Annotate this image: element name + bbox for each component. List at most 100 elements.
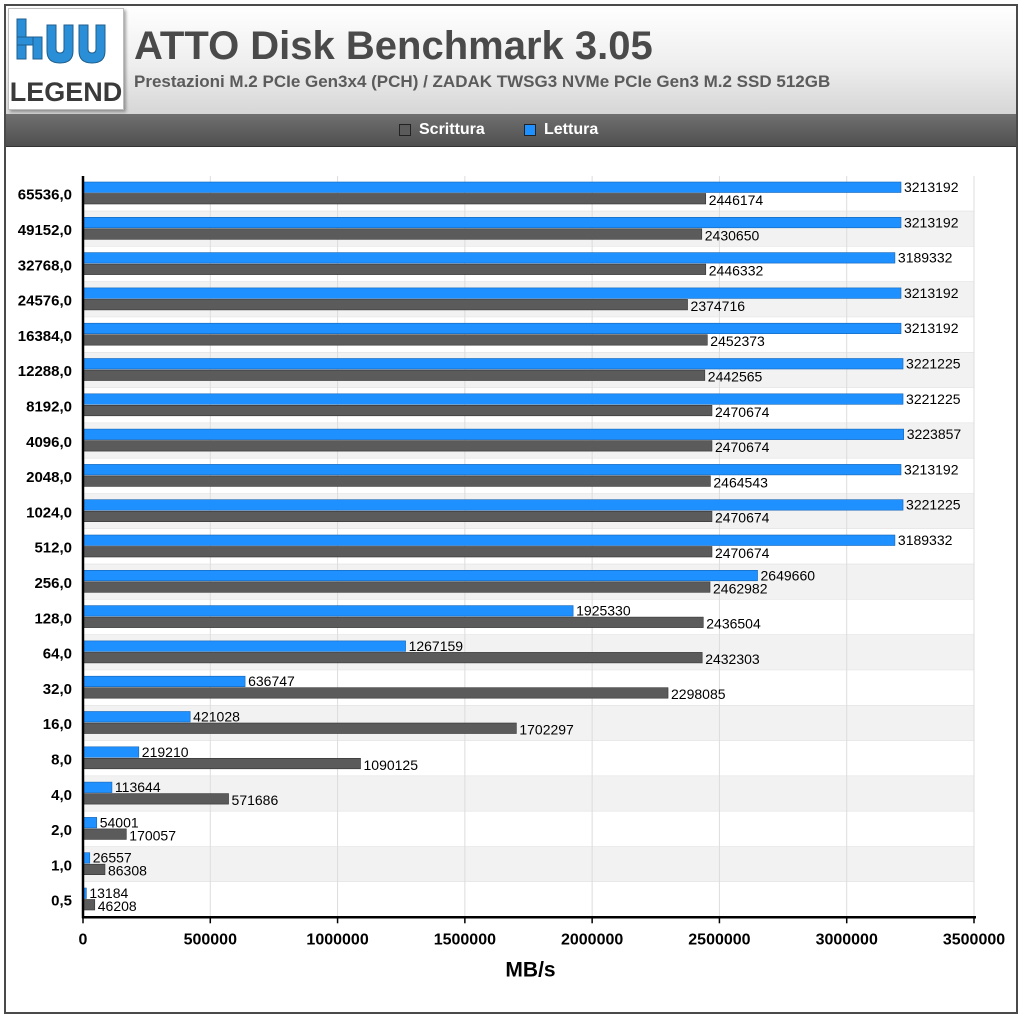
bar-lettura-49152-0 bbox=[82, 217, 902, 229]
value-label-lettura-16384-0: 3213192 bbox=[904, 320, 959, 336]
value-label-lettura-128-0: 1925330 bbox=[576, 603, 631, 619]
x-axis-title: MB/s bbox=[505, 958, 555, 981]
row-background bbox=[83, 846, 974, 882]
value-label-lettura-32-0: 636747 bbox=[248, 673, 295, 689]
value-label-lettura-256-0: 2649660 bbox=[761, 567, 816, 583]
value-label-scrittura-128-0: 2436504 bbox=[706, 616, 761, 632]
bar-scrittura-0-5 bbox=[82, 899, 96, 911]
category-label-12288-0: 12288,0 bbox=[18, 363, 72, 380]
bar-lettura-128-0 bbox=[82, 605, 574, 617]
category-label-128-0: 128,0 bbox=[34, 610, 72, 627]
value-label-lettura-4-0: 113644 bbox=[115, 779, 161, 795]
bar-scrittura-12288-0 bbox=[82, 369, 706, 381]
category-label-32-0: 32,0 bbox=[43, 681, 72, 698]
bar-lettura-16384-0 bbox=[82, 322, 902, 335]
category-label-256-0: 256,0 bbox=[34, 575, 72, 592]
bar-scrittura-4-0 bbox=[82, 793, 229, 805]
value-label-scrittura-12288-0: 2442565 bbox=[708, 369, 763, 385]
bar-lettura-32768-0 bbox=[82, 252, 896, 264]
value-label-lettura-64-0: 1267159 bbox=[409, 638, 464, 654]
value-label-scrittura-24576-0: 2374716 bbox=[691, 298, 746, 314]
bar-lettura-256-0 bbox=[82, 569, 758, 582]
hu-legend-logo-icon: LEGEND bbox=[10, 10, 123, 108]
category-label-8-0: 8,0 bbox=[51, 751, 72, 768]
legend-swatch-lettura bbox=[524, 124, 536, 136]
bar-scrittura-8192-0 bbox=[82, 404, 713, 417]
bar-scrittura-4096-0 bbox=[82, 440, 713, 452]
x-tick-label-2500000: 2500000 bbox=[688, 931, 750, 948]
site-logo: LEGEND bbox=[8, 8, 124, 110]
bar-scrittura-128-0 bbox=[82, 616, 704, 628]
category-label-65536-0: 65536,0 bbox=[18, 187, 72, 204]
category-label-1024-0: 1024,0 bbox=[26, 504, 72, 521]
bar-lettura-4096-0 bbox=[82, 428, 905, 440]
bar-lettura-12288-0 bbox=[82, 358, 904, 370]
bar-scrittura-32-0 bbox=[82, 687, 669, 699]
category-label-2048-0: 2048,0 bbox=[26, 469, 72, 486]
value-label-lettura-32768-0: 3189332 bbox=[898, 250, 953, 266]
value-label-scrittura-16384-0: 2452373 bbox=[710, 333, 765, 349]
value-label-scrittura-4-0: 571686 bbox=[232, 792, 279, 808]
category-label-64-0: 64,0 bbox=[43, 646, 72, 663]
value-label-lettura-4096-0: 3223857 bbox=[907, 426, 962, 442]
value-label-scrittura-512-0: 2470674 bbox=[715, 545, 770, 561]
value-label-scrittura-8192-0: 2470674 bbox=[715, 404, 770, 420]
chart-subtitle: Prestazioni M.2 PCIe Gen3x4 (PCH) / ZADA… bbox=[134, 72, 831, 91]
bar-scrittura-64-0 bbox=[82, 652, 703, 664]
bar-scrittura-512-0 bbox=[82, 546, 713, 558]
value-label-scrittura-64-0: 2432303 bbox=[705, 651, 760, 667]
category-label-1-0: 1,0 bbox=[51, 857, 72, 874]
value-label-lettura-0-5: 13184 bbox=[89, 885, 128, 901]
bar-lettura-512-0 bbox=[82, 534, 896, 546]
x-tick-label-2000000: 2000000 bbox=[561, 931, 623, 948]
value-label-scrittura-1024-0: 2470674 bbox=[715, 510, 770, 526]
value-label-scrittura-32768-0: 2446332 bbox=[709, 263, 764, 279]
bar-lettura-8192-0 bbox=[82, 393, 904, 405]
category-label-512-0: 512,0 bbox=[34, 540, 72, 557]
bar-scrittura-32768-0 bbox=[82, 263, 707, 275]
value-label-scrittura-32-0: 2298085 bbox=[671, 686, 726, 702]
x-tick-label-500000: 500000 bbox=[184, 931, 237, 948]
bar-scrittura-1-0 bbox=[82, 863, 106, 876]
bar-scrittura-16-0 bbox=[82, 722, 517, 734]
x-tick-label-3000000: 3000000 bbox=[816, 931, 878, 948]
bar-lettura-32-0 bbox=[82, 675, 246, 688]
bar-scrittura-49152-0 bbox=[82, 228, 703, 240]
value-label-lettura-8-0: 219210 bbox=[142, 744, 189, 760]
legend-label-scrittura: Scrittura bbox=[419, 121, 485, 138]
value-label-scrittura-0-5: 46208 bbox=[98, 898, 137, 914]
bar-lettura-2048-0 bbox=[82, 464, 902, 476]
svg-text:LEGEND: LEGEND bbox=[10, 77, 123, 107]
bar-lettura-2-0 bbox=[82, 817, 98, 829]
value-label-scrittura-49152-0: 2430650 bbox=[705, 227, 760, 243]
value-label-lettura-512-0: 3189332 bbox=[898, 532, 953, 548]
value-label-scrittura-4096-0: 2470674 bbox=[715, 439, 770, 455]
bar-scrittura-2048-0 bbox=[82, 475, 711, 487]
value-label-lettura-2-0: 54001 bbox=[100, 814, 139, 830]
category-label-0-5: 0,5 bbox=[51, 893, 72, 910]
value-label-lettura-65536-0: 3213192 bbox=[904, 179, 959, 195]
category-label-4096-0: 4096,0 bbox=[26, 434, 72, 451]
category-label-32768-0: 32768,0 bbox=[18, 257, 72, 274]
category-label-16384-0: 16384,0 bbox=[18, 328, 72, 345]
category-label-16-0: 16,0 bbox=[43, 716, 72, 733]
bar-lettura-1024-0 bbox=[82, 499, 904, 511]
value-label-lettura-49152-0: 3213192 bbox=[904, 214, 959, 230]
bar-lettura-4-0 bbox=[82, 781, 113, 793]
value-label-scrittura-2-0: 170057 bbox=[129, 827, 176, 843]
legend-item-scrittura: Scrittura bbox=[399, 121, 485, 139]
x-tick-label-1500000: 1500000 bbox=[434, 931, 496, 948]
chart-header: LEGEND ATTO Disk Benchmark 3.05 Prestazi… bbox=[6, 6, 1016, 115]
category-label-4-0: 4,0 bbox=[51, 787, 72, 804]
legend-label-lettura: Lettura bbox=[544, 121, 599, 138]
bar-scrittura-24576-0 bbox=[82, 299, 688, 311]
x-tick-label-3500000: 3500000 bbox=[943, 931, 1005, 948]
bar-lettura-8-0 bbox=[82, 746, 140, 758]
bar-lettura-24576-0 bbox=[82, 287, 902, 299]
row-background bbox=[83, 776, 974, 812]
category-label-8192-0: 8192,0 bbox=[26, 398, 72, 415]
bar-scrittura-65536-0 bbox=[82, 193, 707, 205]
value-label-scrittura-1-0: 86308 bbox=[108, 863, 147, 879]
row-background bbox=[83, 811, 974, 847]
bar-scrittura-16384-0 bbox=[82, 334, 708, 346]
